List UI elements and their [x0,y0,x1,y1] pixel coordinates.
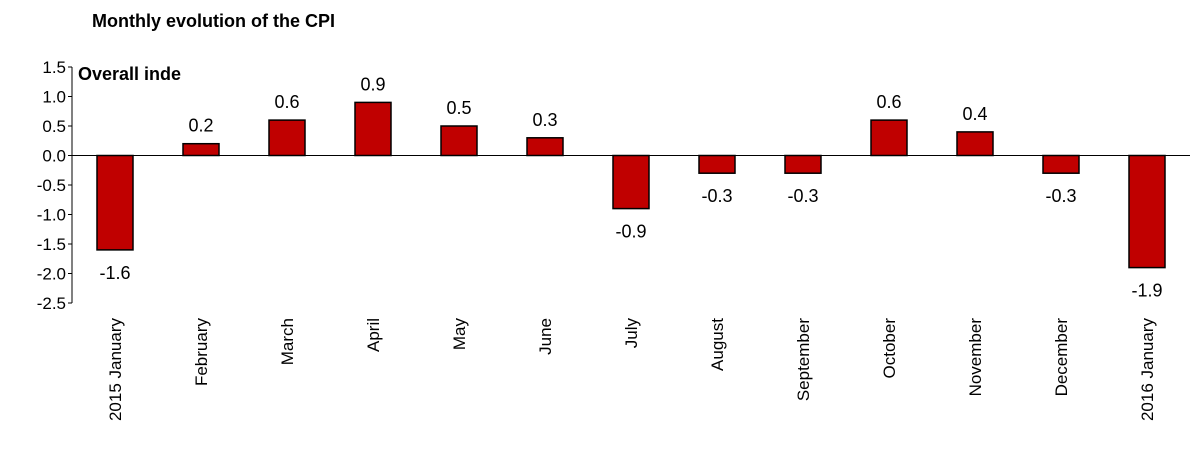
y-tick-label: -1.0 [37,206,66,225]
value-label: 0.4 [962,104,987,124]
bar [612,154,650,210]
value-label: -0.3 [701,186,732,206]
y-tick-label: 0.5 [42,117,66,136]
value-label: -1.6 [99,263,130,283]
y-tick-label: -0.5 [37,176,66,195]
x-tick-label: December [1052,318,1071,397]
x-tick-label: May [450,318,469,351]
x-tick-label: August [708,318,727,371]
value-label: 0.9 [360,74,385,94]
bar [354,101,392,157]
y-tick-label: 1.5 [42,58,66,77]
x-tick-label: June [536,318,555,355]
bar [870,119,908,157]
x-tick-label: 2015 January [106,318,125,422]
bar [1042,154,1080,174]
y-tick-label: -2.5 [37,294,66,313]
value-label: 0.5 [446,98,471,118]
y-tick-label: 0.0 [42,147,66,166]
value-label: -0.3 [1045,186,1076,206]
value-label: -1.9 [1131,281,1162,301]
value-label: -0.9 [615,222,646,242]
y-tick-label: -1.5 [37,235,66,254]
bar [784,154,822,174]
y-tick-label: -2.0 [37,265,66,284]
bar [96,154,134,251]
bar [182,142,220,157]
bar [1128,154,1166,269]
x-tick-label: July [622,318,641,349]
bar [526,137,564,157]
bar [440,125,478,157]
x-tick-label: March [278,318,297,365]
x-tick-label: November [966,318,985,397]
chart-title: Monthly evolution of the CPI [92,11,335,31]
annotation: Overall inde [78,64,181,84]
bar [268,119,306,157]
bar [956,131,994,157]
x-tick-label: April [364,318,383,352]
x-tick-label: 2016 January [1138,318,1157,422]
value-label: -0.3 [787,186,818,206]
value-label: 0.6 [876,92,901,112]
value-label: 0.3 [532,110,557,130]
bar [698,154,736,174]
value-label: 0.6 [274,92,299,112]
value-label: 0.2 [188,116,213,136]
x-tick-label: September [794,318,813,401]
y-tick-label: 1.0 [42,88,66,107]
x-tick-label: October [880,318,899,379]
x-tick-label: February [192,318,211,387]
